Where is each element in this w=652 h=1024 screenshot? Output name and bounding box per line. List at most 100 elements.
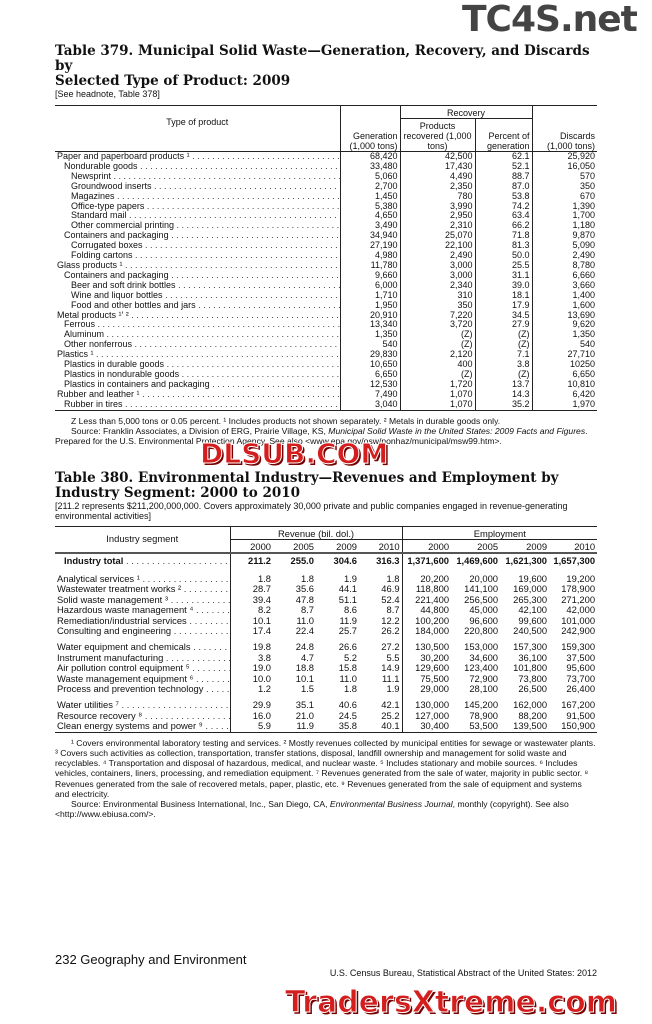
row-label: Waste management equipment ⁶ . . . . . .…	[55, 674, 230, 685]
cell-value: 47.8	[295, 594, 314, 605]
cell-value: 13.7	[474, 379, 533, 390]
cell-value: 1.9	[386, 684, 400, 695]
header-year: 2005	[293, 540, 314, 552]
row-label: Metal products ¹′ ² . . . . . . . . . . …	[55, 311, 340, 321]
cell-value: 28,100	[469, 684, 499, 695]
table-row: Paper and paperboard products ¹ . . . . …	[55, 151, 598, 162]
cell-value: 7,220	[399, 310, 475, 321]
cell-value: 52.4	[381, 594, 400, 605]
cell-value: 6,420	[531, 389, 598, 400]
leader-dots: . . . . . . . . . . . . . . . . . . . . …	[176, 221, 340, 231]
page-number-section: 232 Geography and Environment	[55, 952, 247, 967]
table-row: Containers and packaging . . . . . . . .…	[55, 270, 598, 281]
leader-dots: . . . . . . . . . . . . . . . . . . . . …	[165, 652, 230, 663]
row-label: Air pollution control equipment ⁵ . . . …	[55, 663, 230, 674]
cell-value: 95,600	[566, 663, 596, 674]
cell-value: 19.0	[229, 663, 273, 674]
row-label: Water equipment and chemicals . . . . . …	[55, 637, 230, 653]
leader-dots: . . . . . . . . . . . . . . . . . . . . …	[178, 280, 340, 290]
row-label: Water utilities ⁷ . . . . . . . . . . . …	[55, 695, 230, 711]
cell-value: 26.6	[338, 641, 357, 653]
cell-value: 25.2	[381, 710, 400, 721]
cell-value: 1,180	[531, 221, 598, 232]
cell-value: 34.5	[474, 310, 533, 321]
header-year: 2009	[336, 540, 357, 552]
cell-value: 29,830	[339, 350, 400, 361]
leader-dots: . . . . . . . . . . . . . . . . . . . . …	[171, 270, 340, 280]
cell-value: 1,350	[531, 330, 598, 341]
table-row: Solid waste management ³ . . . . . . . .…	[55, 594, 597, 606]
cell-value: 3,490	[339, 221, 400, 232]
cell-value: 1,600	[531, 300, 598, 311]
cell-value: 1.5	[300, 684, 314, 695]
leader-dots: . . . . . . . . . . . . . . . . . . . . …	[117, 191, 340, 201]
cell-value: 242,900	[561, 626, 596, 637]
cell-value: 12.2	[381, 615, 400, 626]
cell-value: 3.8	[474, 360, 533, 370]
cell-value: 33,480	[339, 161, 400, 172]
cell-value: 10.0	[229, 673, 273, 685]
cell-value: 101,800	[513, 663, 548, 674]
table-380-title: Table 380. Environmental Industry—Revenu…	[55, 470, 559, 501]
cell-value: 26.2	[381, 626, 400, 637]
row-label-text: Paper and paperboard products ¹	[57, 151, 190, 161]
cell-value: 5.5	[386, 652, 400, 663]
cell-value: 670	[531, 191, 598, 202]
cell-value: 141,100	[464, 584, 499, 595]
row-label: Ferrous . . . . . . . . . . . . . . . . …	[55, 320, 340, 330]
leader-dots: . . . . . . . . . . . . . . . . . . . . …	[134, 340, 340, 350]
cell-value: 35.2	[474, 399, 533, 411]
industry-total-row: Industry total . . . . . . . . . . . . .…	[55, 552, 597, 569]
cell-value: 400	[399, 360, 475, 370]
cell-value: 220,800	[464, 626, 499, 637]
cell-value: 3,000	[399, 270, 475, 281]
cell-value: 3,040	[339, 399, 400, 411]
leader-dots: . . . . . . . . . . . . . . . . . . . . …	[192, 663, 230, 674]
row-label-text: Consulting and engineering	[57, 626, 172, 637]
cell-value: 25,070	[399, 231, 475, 242]
row-label: Newsprint . . . . . . . . . . . . . . . …	[55, 172, 340, 182]
cell-value: 27,710	[531, 350, 598, 361]
cell-value: 350	[399, 300, 475, 311]
cell-value: 29,000	[401, 684, 452, 696]
table-380-section: Table 380. Environmental Industry—Revenu…	[55, 470, 598, 819]
cell-value: 240,500	[513, 626, 548, 637]
row-label: Food and other bottles and jars . . . . …	[55, 301, 340, 311]
cell-value: 78,900	[469, 710, 499, 721]
cell-value: 22.4	[295, 626, 314, 637]
cell-value: 310	[399, 290, 475, 301]
table-row: Waste management equipment ⁶ . . . . . .…	[55, 673, 597, 685]
publication-name: U.S. Census Bureau, Statistical Abstract…	[329, 968, 597, 978]
row-label-text: Rubber and leather ¹	[57, 389, 140, 399]
cell-value: 540	[339, 340, 400, 351]
cell-value: 17,430	[399, 161, 475, 172]
cell-value: 159,300	[561, 641, 596, 653]
row-label: Other commercial printing . . . . . . . …	[55, 221, 340, 231]
cell-value: 19,200	[566, 572, 596, 584]
row-label: Paper and paperboard products ¹ . . . . …	[55, 152, 340, 162]
row-label: Plastics in durable goods . . . . . . . …	[55, 360, 340, 370]
table-row: Hazardous waste management ⁴ . . . . . .…	[55, 605, 597, 616]
cell-value: 44.1	[338, 584, 357, 595]
header-discards: Discards (1,000 tons)	[531, 105, 598, 152]
cell-value: 271,200	[561, 594, 596, 605]
cell-value: 12,530	[339, 379, 400, 390]
table-row: Wastewater treatment works ² . . . . . .…	[55, 584, 597, 595]
cell-value: 17.9	[474, 300, 533, 311]
row-label-text: Containers and packaging	[64, 231, 169, 241]
cell-value: 150,900	[561, 721, 596, 732]
table-row: Consulting and engineering . . . . . . .…	[55, 626, 597, 638]
leader-dots: . . . . . . . . . . . . . . . . . . . . …	[189, 615, 230, 626]
cell-value: 9,620	[531, 320, 598, 331]
cell-value: 14.3	[474, 389, 533, 400]
cell-value: 3.8	[229, 652, 273, 664]
row-label: Wastewater treatment works ² . . . . . .…	[55, 584, 230, 595]
cell-value: 127,000	[401, 710, 452, 722]
cell-value: 40.1	[381, 721, 400, 732]
cell-value: 25.5	[474, 260, 533, 271]
cell-value: 18.1	[474, 290, 533, 301]
cell-value: 35.1	[295, 699, 314, 711]
cell-value: 3,000	[399, 260, 475, 271]
table-row: Food and other bottles and jars . . . . …	[55, 300, 598, 311]
cell-value: 39.4	[229, 594, 273, 606]
